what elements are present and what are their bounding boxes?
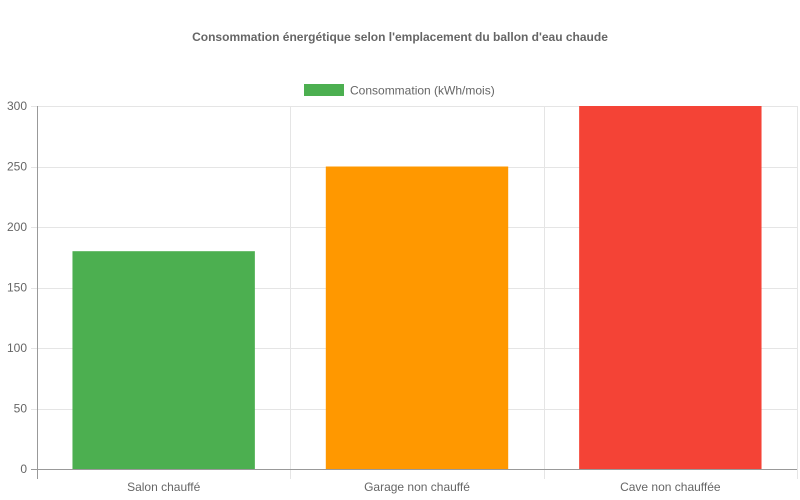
axes (31, 106, 797, 479)
x-axis-ticks: Salon chauffé Garage non chauffé Cave non … (127, 480, 721, 494)
y-axis-ticks: 0 50 100 150 200 250 300 (7, 99, 27, 476)
bar-2[interactable] (325, 166, 509, 470)
y-tick-label: 50 (14, 402, 28, 416)
y-tick-label: 300 (7, 99, 27, 113)
y-tick-label: 0 (20, 462, 27, 476)
y-tick-label: 200 (7, 220, 27, 234)
bar-1[interactable] (72, 251, 255, 469)
y-tick-label: 100 (7, 341, 27, 355)
legend-label: Consommation (kWh/mois) (350, 84, 495, 98)
y-tick-label: 250 (7, 160, 27, 174)
y-tick-label: 150 (7, 281, 27, 295)
bar-3[interactable] (579, 106, 762, 469)
legend[interactable]: Consommation (kWh/mois) (304, 84, 495, 98)
x-tick-label: Garage non chauffé (364, 480, 470, 494)
legend-swatch (304, 84, 344, 96)
bars (72, 106, 762, 470)
x-tick-label: Salon chauffé (127, 480, 200, 494)
chart-title: Consommation énergétique selon l'emplace… (192, 30, 608, 44)
x-tick-label: Cave non chauffée (620, 480, 721, 494)
